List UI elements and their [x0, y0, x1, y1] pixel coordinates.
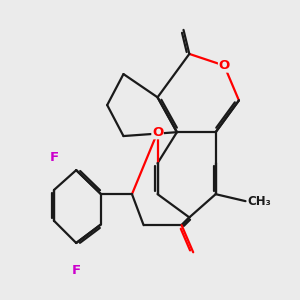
Text: O: O	[152, 126, 163, 139]
Text: O: O	[219, 59, 230, 72]
Text: CH₃: CH₃	[248, 195, 271, 208]
Text: F: F	[72, 264, 81, 277]
Text: F: F	[50, 151, 59, 164]
